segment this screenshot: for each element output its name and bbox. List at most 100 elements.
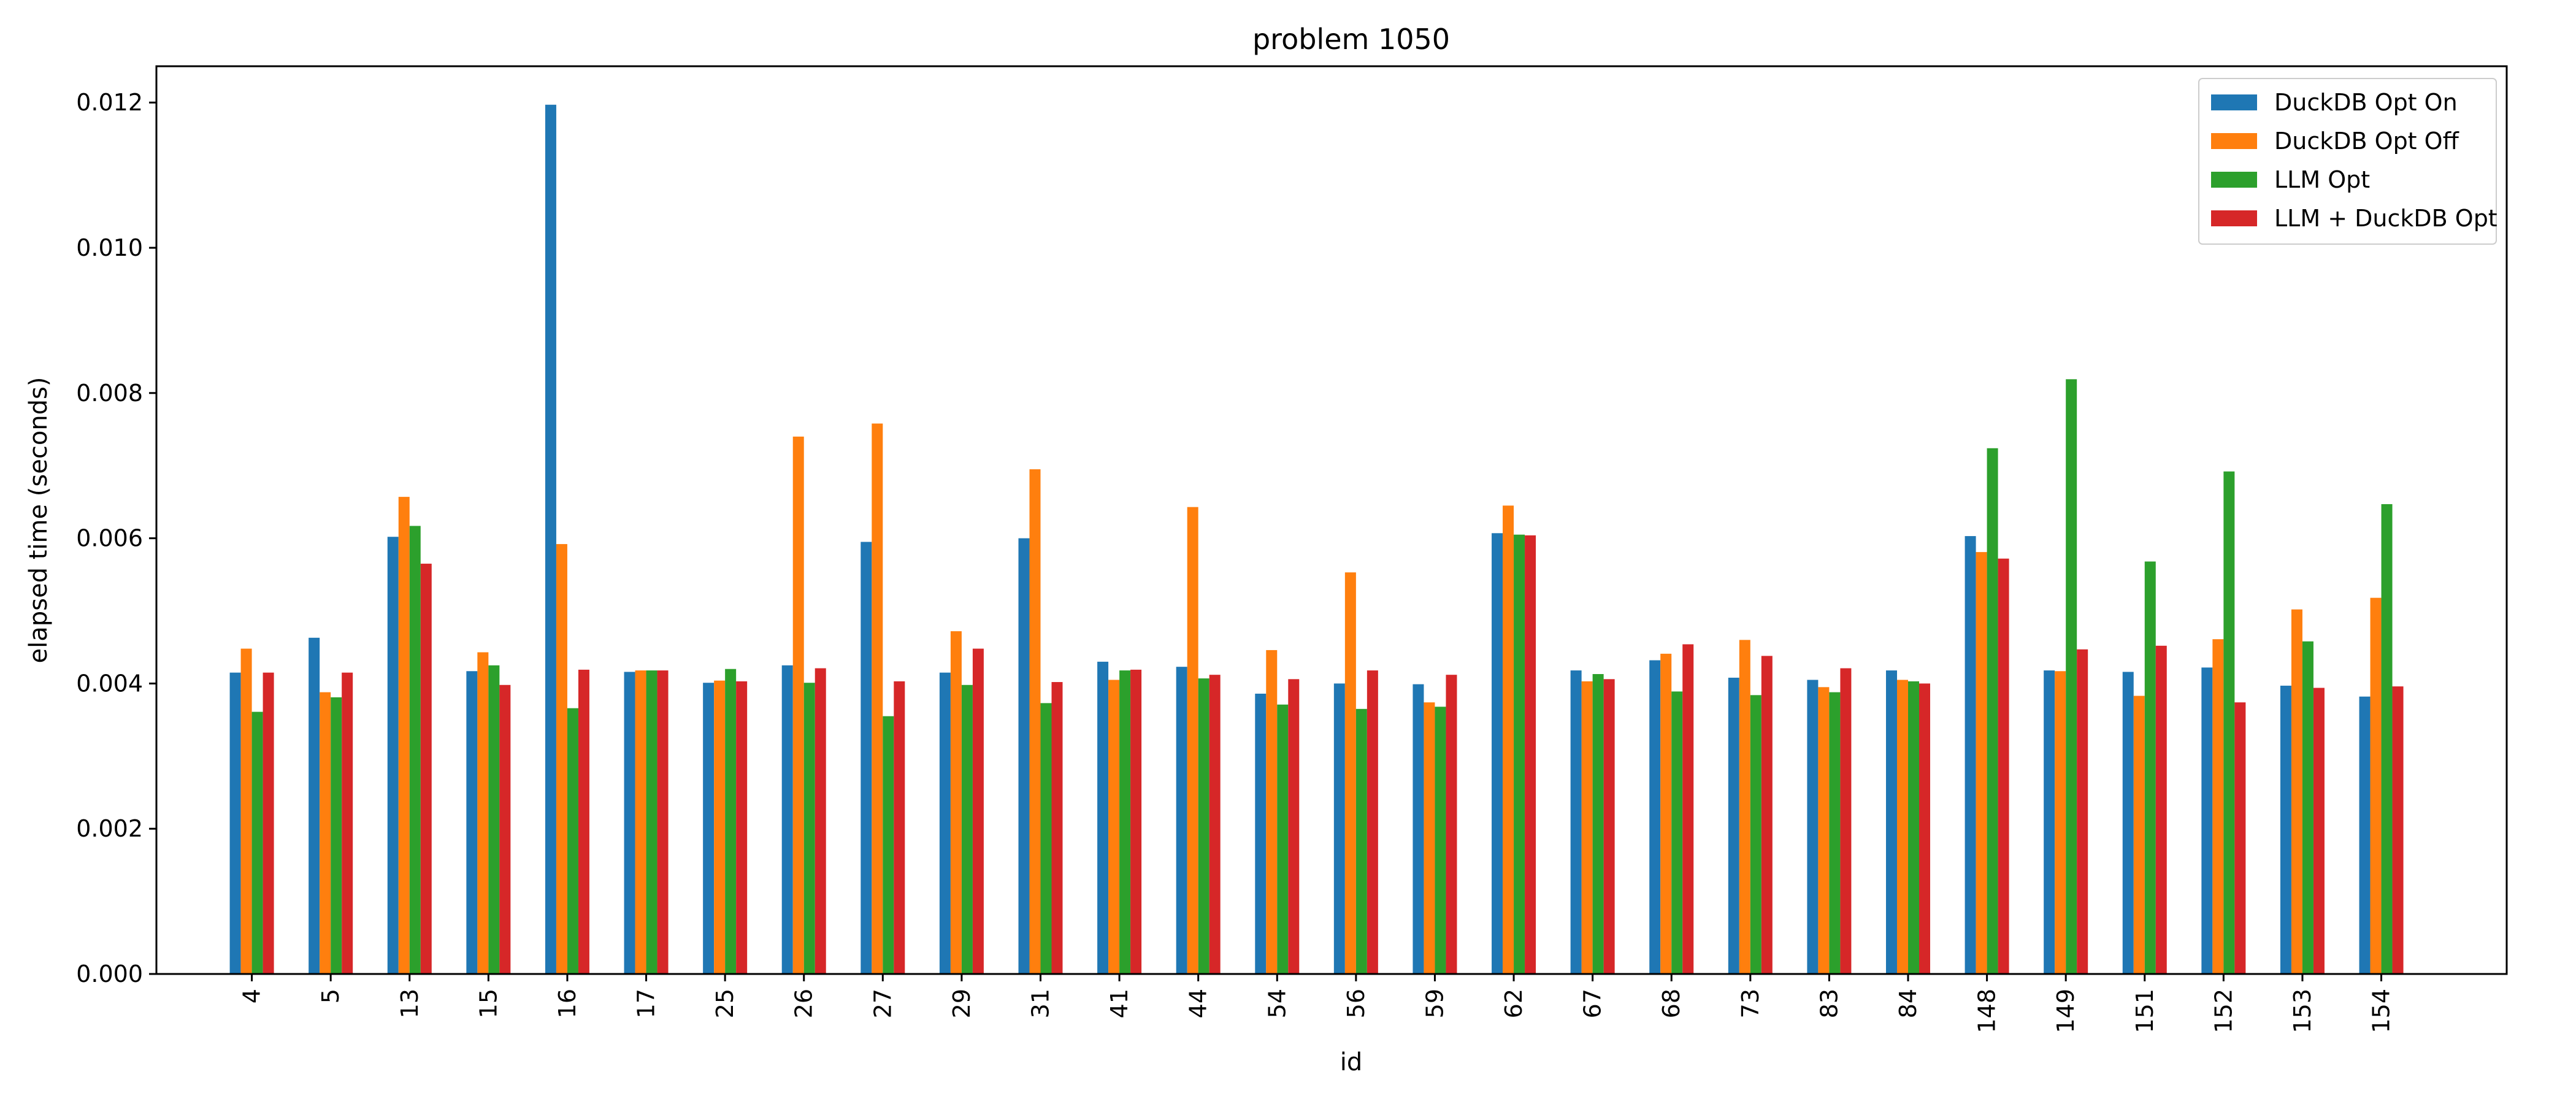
bar — [624, 672, 635, 974]
x-axis-title: id — [1340, 1048, 1363, 1076]
bar — [2291, 609, 2302, 974]
bar — [792, 436, 804, 974]
bar — [1209, 675, 1221, 974]
bar — [1176, 667, 1187, 974]
bar — [1255, 693, 1267, 974]
bar — [815, 668, 826, 974]
x-tick-label: 56 — [1343, 989, 1370, 1018]
x-tick-label: 73 — [1737, 989, 1764, 1018]
x-tick-label: 153 — [2289, 989, 2316, 1033]
x-tick-label: 29 — [948, 989, 975, 1018]
bar — [2370, 597, 2382, 974]
legend-label: DuckDB Opt Off — [2274, 128, 2459, 155]
bar — [1581, 681, 1593, 974]
bar — [567, 708, 578, 974]
bar — [1649, 660, 1661, 974]
bar — [2077, 649, 2088, 974]
bar — [1671, 691, 1683, 974]
x-tick-label: 17 — [633, 989, 660, 1018]
legend-swatch — [2211, 133, 2257, 149]
bar — [2302, 641, 2313, 974]
bar — [714, 680, 726, 974]
bar — [1965, 536, 1976, 974]
bar — [803, 683, 815, 974]
x-tick-label: 15 — [475, 989, 502, 1018]
bar — [894, 681, 905, 974]
x-tick-label: 154 — [2368, 989, 2395, 1033]
bar — [2212, 639, 2224, 974]
bar — [736, 681, 748, 974]
y-tick-label: 0.002 — [76, 815, 143, 842]
y-tick-label: 0.000 — [76, 960, 143, 987]
bar — [578, 669, 589, 974]
bar — [2223, 471, 2235, 974]
bar — [1040, 703, 1052, 974]
bar — [1896, 680, 1908, 974]
bar — [950, 631, 962, 974]
bar — [2044, 670, 2055, 974]
bar — [2201, 667, 2213, 974]
bar — [1288, 679, 1300, 974]
bar — [1355, 708, 1367, 974]
bar — [1424, 702, 1435, 974]
x-tick-label: 83 — [1815, 989, 1842, 1018]
bar — [961, 684, 973, 974]
bar — [1592, 674, 1604, 974]
legend-label: LLM Opt — [2274, 166, 2370, 193]
x-tick-label: 148 — [1974, 989, 2001, 1033]
bar — [251, 711, 263, 974]
bar — [725, 669, 737, 974]
bar — [1492, 533, 1503, 974]
bar — [409, 526, 421, 974]
bar — [1885, 670, 1897, 974]
bar — [342, 672, 353, 974]
chart-title: problem 1050 — [1252, 23, 1450, 56]
bar — [2155, 645, 2167, 974]
bar — [331, 697, 342, 974]
bar — [1277, 704, 1289, 974]
bar — [2055, 671, 2066, 974]
x-tick-label: 31 — [1027, 989, 1054, 1018]
bar — [1750, 695, 1761, 974]
bar — [781, 665, 793, 974]
bar — [872, 423, 883, 974]
bar — [972, 648, 984, 974]
bar — [1829, 692, 1841, 974]
bar — [2122, 672, 2134, 974]
bar — [466, 671, 478, 974]
legend-label: LLM + DuckDB Opt — [2274, 205, 2497, 232]
y-tick-label: 0.008 — [76, 380, 143, 407]
x-tick-label: 41 — [1106, 989, 1133, 1018]
x-tick-label: 84 — [1895, 989, 1922, 1018]
bars-group — [229, 104, 2404, 974]
bar — [398, 497, 410, 974]
bar — [1108, 680, 1120, 974]
bar — [1344, 572, 1356, 974]
bar — [2313, 688, 2325, 974]
bar — [1435, 707, 1446, 974]
bar — [309, 637, 320, 974]
legend-swatch — [2211, 172, 2257, 188]
bar — [263, 672, 274, 974]
bar — [1908, 681, 1919, 974]
bar — [420, 564, 432, 974]
x-tick-label: 13 — [396, 989, 423, 1018]
bar — [861, 542, 872, 974]
bar — [2280, 685, 2291, 974]
bar — [229, 672, 241, 974]
bar — [1029, 469, 1041, 974]
bar — [1739, 640, 1750, 974]
bar — [1603, 679, 1615, 974]
bar — [387, 537, 399, 974]
bar — [1018, 538, 1030, 974]
bar — [556, 544, 567, 974]
bar — [1367, 670, 1378, 974]
bar — [1660, 653, 1672, 974]
bar — [488, 665, 500, 974]
x-tick-label: 67 — [1579, 989, 1606, 1018]
bar — [2359, 696, 2371, 974]
bar — [1097, 661, 1109, 974]
bar — [2066, 379, 2077, 974]
bar — [1570, 670, 1582, 974]
